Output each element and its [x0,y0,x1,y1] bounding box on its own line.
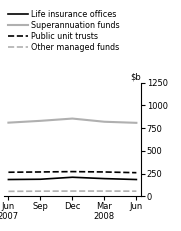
Line: Superannuation funds: Superannuation funds [9,119,136,123]
Other managed funds [71,190,73,192]
Public unit trusts [39,170,41,173]
Superannuation funds [135,122,137,124]
Public unit trusts [7,171,10,174]
Other managed funds [7,190,10,193]
Other managed funds [39,190,41,193]
Other managed funds [135,190,137,193]
Life insurance offices [103,177,106,180]
Life insurance offices [135,178,137,181]
Life insurance offices [71,176,73,179]
Superannuation funds [71,117,73,120]
Public unit trusts [103,170,106,173]
Life insurance offices [39,178,41,181]
Line: Life insurance offices: Life insurance offices [9,177,136,179]
Public unit trusts [71,170,73,173]
Life insurance offices [7,178,10,181]
Superannuation funds [103,120,106,123]
Superannuation funds [7,121,10,124]
Line: Public unit trusts: Public unit trusts [9,172,136,173]
Text: $b: $b [131,73,141,82]
Other managed funds [103,190,106,192]
Public unit trusts [135,171,137,174]
Superannuation funds [39,119,41,122]
Legend: Life insurance offices, Superannuation funds, Public unit trusts, Other managed : Life insurance offices, Superannuation f… [8,9,120,52]
